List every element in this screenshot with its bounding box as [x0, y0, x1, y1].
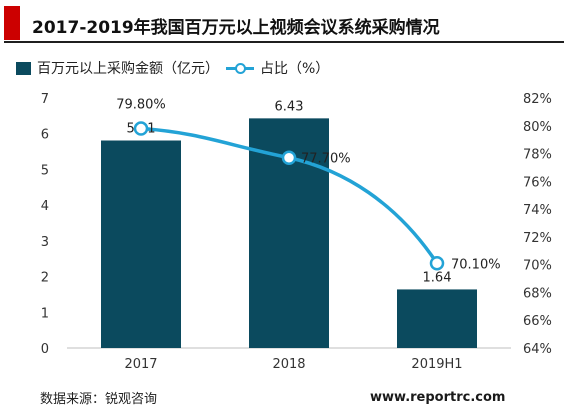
bar-value-label: 6.43 [275, 99, 304, 114]
chart-title: 2017-2019年我国百万元以上视频会议系统采购情况 [32, 18, 440, 38]
x-tick-label: 2017 [124, 357, 157, 372]
y-left-tick-label: 5 [41, 163, 49, 178]
y-right-tick-label: 80% [523, 120, 552, 135]
y-right-tick-label: 82% [523, 92, 552, 107]
bar [101, 140, 181, 348]
legend-line-swatch [226, 61, 254, 75]
y-left-tick-label: 4 [41, 199, 49, 214]
y-right-tick-label: 68% [523, 286, 552, 301]
title-divider [4, 41, 564, 43]
legend-item-share: 占比（%） [226, 58, 329, 78]
y-left-tick-label: 2 [41, 271, 49, 286]
x-tick-label: 2019H1 [411, 357, 462, 372]
source-note: 数据来源：锐观咨询 [40, 392, 158, 407]
title-accent-bar [4, 6, 20, 40]
line-value-label: 70.10% [451, 257, 501, 272]
y-right-tick-label: 70% [523, 259, 552, 274]
y-right-tick-label: 72% [523, 231, 552, 246]
legend-bar-swatch [16, 61, 31, 75]
line-value-label: 77.70% [301, 152, 351, 167]
y-right-tick-label: 64% [523, 342, 552, 357]
y-left-tick-label: 3 [41, 235, 49, 250]
bar [397, 289, 477, 348]
site-watermark: www.reportrc.com [370, 390, 506, 405]
y-left-tick-label: 1 [41, 306, 49, 321]
y-left-tick-label: 6 [41, 128, 49, 143]
line-marker [281, 150, 297, 165]
y-left-tick-label: 7 [41, 92, 49, 107]
y-right-tick-label: 76% [523, 175, 552, 190]
y-right-tick-label: 74% [523, 203, 552, 218]
legend-label-amount: 百万元以上采购金额（亿元） [37, 61, 219, 77]
x-tick-label: 2018 [272, 357, 305, 372]
y-right-tick-label: 78% [523, 148, 552, 163]
legend-item-amount: 百万元以上采购金额（亿元） [16, 58, 219, 78]
y-left-tick-label: 0 [41, 342, 49, 357]
y-right-tick-label: 66% [523, 314, 552, 329]
line-value-label: 79.80% [116, 98, 166, 113]
line-marker [429, 256, 445, 271]
bar-value-label: 1.64 [423, 270, 452, 285]
line-marker [133, 121, 149, 136]
legend-label-share: 占比（%） [260, 61, 330, 77]
